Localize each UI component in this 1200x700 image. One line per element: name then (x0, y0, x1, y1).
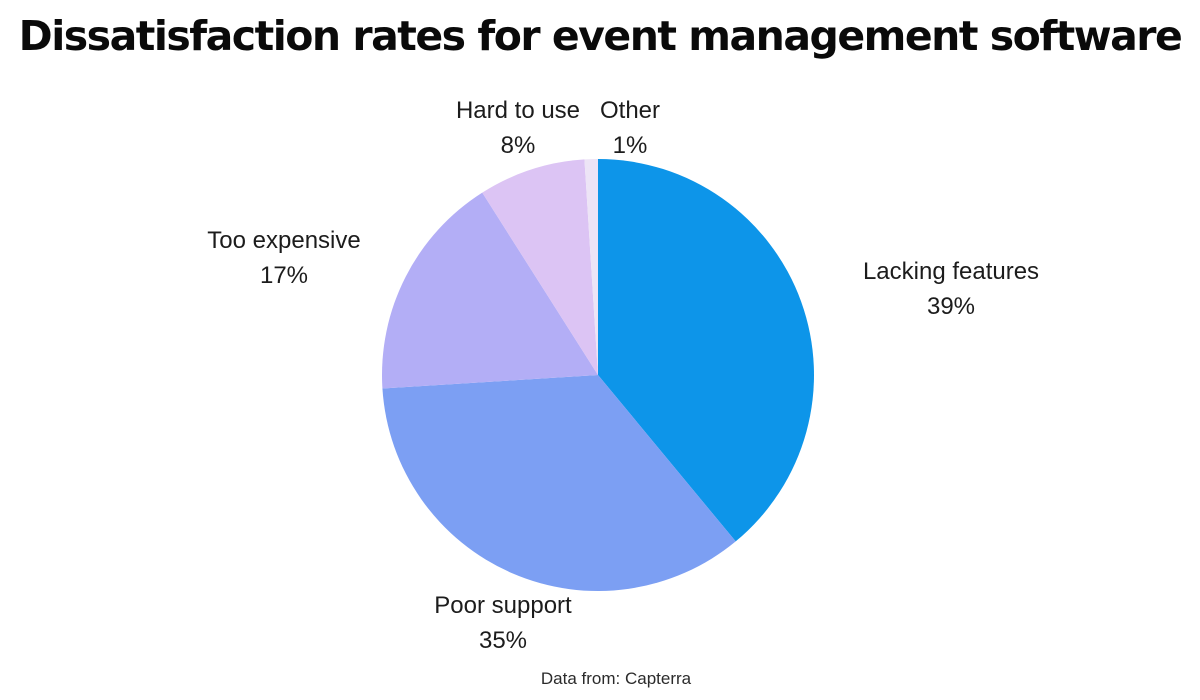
data-source-note: Data from: Capterra (540, 669, 692, 688)
slice-label-lacking-features: Lacking features 39% (863, 254, 1039, 324)
slice-category-label: Poor support (434, 592, 572, 619)
slice-value-label: 35% (478, 627, 528, 654)
slice-category-label: Other (599, 97, 661, 124)
slice-label-other: Other 1% (600, 93, 660, 163)
pie-slice-too-expensive (382, 192, 598, 389)
pie-slice-hard-to-use (482, 159, 598, 375)
slice-label-too-expensive: Too expensive 17% (207, 223, 360, 293)
slice-label-poor-support: Poor support 35% (434, 588, 571, 658)
slice-value-label: 17% (259, 262, 309, 289)
chart-title: Dissatisfaction rates for event manageme… (18, 12, 1183, 60)
slice-label-hard-to-use: Hard to use 8% (456, 93, 580, 163)
slice-value-label: 39% (926, 293, 976, 320)
slice-category-label: Too expensive (207, 227, 361, 254)
slice-value-label: 1% (612, 132, 648, 159)
pie-slice-poor-support (382, 375, 736, 591)
pie-slice-lacking-features (598, 159, 814, 542)
slice-value-label: 8% (500, 132, 536, 159)
pie-slice-other (584, 159, 598, 375)
slice-category-label: Lacking features (862, 258, 1040, 285)
slice-category-label: Hard to use (455, 97, 581, 124)
